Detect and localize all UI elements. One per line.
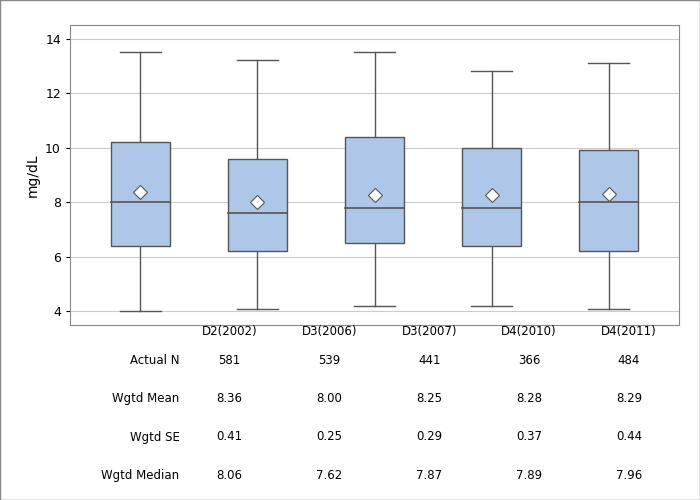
Text: 8.28: 8.28 [516,392,542,405]
Text: Actual N: Actual N [130,354,180,366]
Text: 8.00: 8.00 [316,392,342,405]
Text: 441: 441 [418,354,440,366]
Text: D3(2006): D3(2006) [302,325,357,338]
Y-axis label: mg/dL: mg/dL [25,153,39,197]
Text: 539: 539 [318,354,341,366]
Text: Wgtd Median: Wgtd Median [102,469,180,482]
FancyBboxPatch shape [580,150,638,252]
Text: 366: 366 [518,354,540,366]
Text: 8.29: 8.29 [616,392,642,405]
Text: 484: 484 [618,354,640,366]
Text: Wgtd SE: Wgtd SE [130,430,180,444]
Text: 8.06: 8.06 [216,469,243,482]
Text: D4(2010): D4(2010) [501,325,557,338]
Text: 0.29: 0.29 [416,430,442,444]
Text: D3(2007): D3(2007) [402,325,457,338]
Text: 7.96: 7.96 [616,469,642,482]
Text: D4(2011): D4(2011) [601,325,657,338]
Text: 581: 581 [218,354,241,366]
Text: 7.62: 7.62 [316,469,342,482]
Text: 7.87: 7.87 [416,469,442,482]
Text: Wgtd Mean: Wgtd Mean [113,392,180,405]
Text: 0.25: 0.25 [316,430,342,444]
FancyBboxPatch shape [228,158,287,252]
Text: 8.36: 8.36 [216,392,243,405]
FancyBboxPatch shape [345,137,404,243]
Text: D2(2002): D2(2002) [202,325,258,338]
Text: 0.37: 0.37 [516,430,542,444]
Text: 0.41: 0.41 [216,430,243,444]
Text: 0.44: 0.44 [616,430,642,444]
Text: 7.89: 7.89 [516,469,542,482]
Text: 8.25: 8.25 [416,392,442,405]
FancyBboxPatch shape [462,148,521,246]
FancyBboxPatch shape [111,142,169,246]
